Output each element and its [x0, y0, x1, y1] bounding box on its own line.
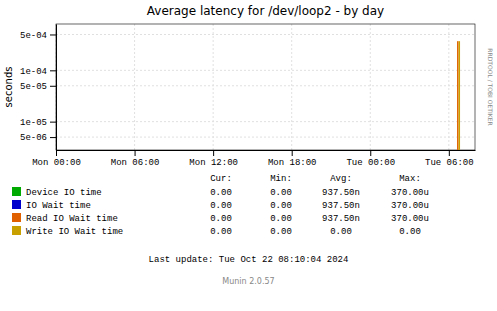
- legend-entry: Read IO Wait time: [26, 214, 118, 224]
- watermark: Munin 2.0.57: [222, 277, 274, 286]
- tick-label: Mon 00:00: [32, 158, 81, 168]
- grid-line-y: [56, 137, 475, 138]
- chart: 5e-06 1e-05 5e-05 1e-04 5e-04 Mon 00:00 Mon 06…: [0, 0, 497, 311]
- tick-label: Mon 06:00: [111, 158, 160, 168]
- tick-label: Mon 12:00: [189, 158, 238, 168]
- title: Average latency for /dev/loop2 - by day: [147, 4, 384, 18]
- tick: 1e-04: [20, 67, 56, 77]
- legend-stat: 0.00: [399, 227, 421, 237]
- legend-stat: 370.00u: [391, 214, 429, 224]
- legend-header: Avg:: [330, 174, 352, 184]
- grid-line-y: [56, 85, 475, 86]
- tick-mark: [135, 150, 136, 156]
- legend-stat: 0.00: [210, 188, 232, 198]
- legend-header: Max:: [399, 174, 421, 184]
- tick-label: 5e-06: [20, 133, 47, 143]
- tick: 5e-06: [20, 133, 56, 143]
- tick: 1e-05: [20, 118, 56, 128]
- legend-stat: 0.00: [210, 214, 232, 224]
- grid-line-y: [56, 121, 475, 122]
- tick-label: Tue 00:00: [346, 158, 395, 168]
- axis-domain: [56, 25, 57, 151]
- legend-stat: 0.00: [270, 201, 292, 211]
- side-label: RRDTOOL / TOBI OETIKER: [487, 48, 494, 125]
- tick: 5e-04: [20, 31, 56, 41]
- tick-label: 1e-05: [20, 118, 47, 128]
- grid-line-x: [291, 24, 292, 150]
- x-axis: Mon 00:00 Mon 06:00 Mon 12:00 Mon 18:00 Tue …: [32, 150, 475, 168]
- grid-line-x: [56, 24, 57, 150]
- legend-swatch: [12, 213, 21, 222]
- y-axis: 5e-06 1e-05 5e-05 1e-04 5e-04: [20, 25, 57, 151]
- tick: Tue 00:00: [346, 150, 395, 168]
- legend: Cur: Min: Avg: Max: Device IO time 0.00 0.00 93…: [12, 174, 429, 237]
- grid-line-x: [448, 24, 449, 150]
- tick: Mon 12:00: [189, 150, 238, 168]
- legend-swatch: [12, 226, 21, 235]
- grid-line-x: [213, 24, 214, 150]
- legend-stat: 0.00: [270, 227, 292, 237]
- tick: Mon 18:00: [268, 150, 317, 168]
- legend-stat: 370.00u: [391, 188, 429, 198]
- tick: Tue 06:00: [425, 150, 474, 168]
- tick-mark: [50, 34, 56, 35]
- legend-stat: 0.00: [210, 227, 232, 237]
- grid-line-x: [134, 24, 135, 150]
- tick-mark: [50, 70, 56, 71]
- plot-frame: [56, 24, 475, 150]
- legend-entry: Write IO Wait time: [26, 227, 123, 237]
- tick-mark: [213, 150, 214, 156]
- legend-swatch: [12, 187, 21, 196]
- tick-mark: [292, 150, 293, 156]
- marks: [457, 41, 460, 150]
- spike: [459, 41, 461, 150]
- legend-header: Min:: [270, 174, 292, 184]
- legend-stat: 937.50n: [322, 214, 360, 224]
- legend-stat: 370.00u: [391, 201, 429, 211]
- legend-stat: 0.00: [270, 188, 292, 198]
- legend-stat: 937.50n: [322, 201, 360, 211]
- grid-line-y: [56, 34, 475, 35]
- tick-mark: [56, 150, 57, 156]
- tick: 5e-05: [20, 82, 56, 92]
- tick-label: 5e-04: [20, 31, 47, 41]
- legend-stat: 0.00: [210, 201, 232, 211]
- tick-label: Tue 06:00: [425, 158, 474, 168]
- tick-label: Mon 18:00: [268, 158, 317, 168]
- legend-swatch: [12, 200, 21, 209]
- spike: [457, 41, 459, 150]
- tick-mark: [50, 137, 56, 138]
- grid-line-x: [370, 24, 371, 150]
- legend-stat: 0.00: [330, 227, 352, 237]
- tick-mark: [50, 86, 56, 87]
- grid-line-y: [56, 70, 475, 71]
- axis-domain: [57, 150, 476, 151]
- footer: Last update: Tue Oct 22 08:10:04 2024: [149, 255, 349, 265]
- tick: Mon 00:00: [32, 150, 81, 168]
- legend-stat: 0.00: [270, 214, 292, 224]
- tick-label: 5e-05: [20, 82, 47, 92]
- tick-label: 1e-04: [20, 67, 47, 77]
- legend-entry: Device IO time: [26, 188, 102, 198]
- tick: Mon 06:00: [111, 150, 160, 168]
- grid: [56, 24, 475, 150]
- legend-header: Cur:: [210, 174, 232, 184]
- tick-mark: [50, 122, 56, 123]
- y-axis-title: seconds: [3, 67, 14, 108]
- legend-stat: 937.50n: [322, 188, 360, 198]
- legend-entry: IO Wait time: [26, 201, 91, 211]
- tick-mark: [449, 150, 450, 156]
- tick-mark: [370, 150, 371, 156]
